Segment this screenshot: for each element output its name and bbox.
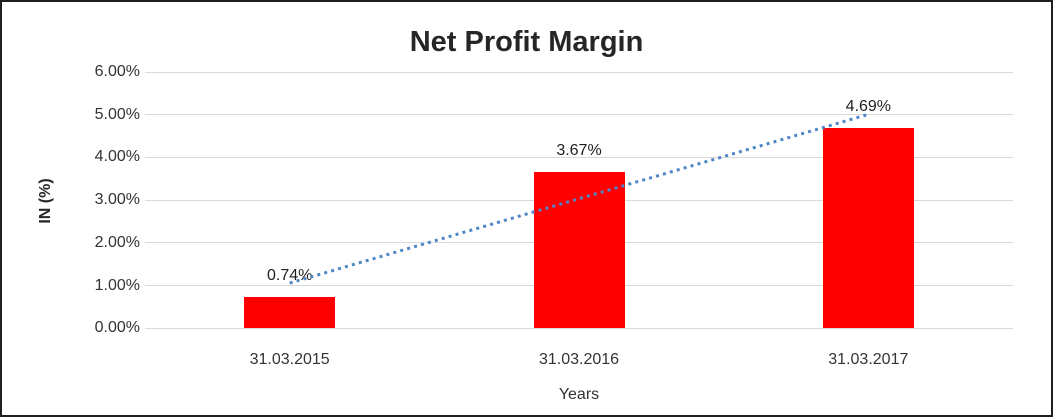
x-axis-title: Years — [558, 386, 600, 403]
gridline — [145, 71, 1013, 73]
x-tick-label: 31.03.2016 — [538, 351, 620, 368]
bar-data-label: 4.69% — [845, 97, 892, 115]
y-tick-label: 4.00% — [94, 148, 140, 166]
x-tick-label: 31.03.2017 — [828, 351, 909, 368]
y-tick-label: 5.00% — [94, 105, 140, 123]
bar — [244, 296, 336, 329]
bar — [822, 127, 914, 329]
y-tick-label: 6.00% — [94, 63, 140, 80]
x-tick-label: 31.03.2015 — [249, 351, 330, 368]
bar-data-label: 3.67% — [556, 141, 602, 159]
bar-data-label: 0.74% — [266, 266, 313, 284]
y-tick-label: 0.00% — [94, 319, 140, 337]
bar — [533, 171, 625, 329]
y-tick-label: 2.00% — [94, 233, 140, 251]
chart-title: Net Profit Margin — [409, 26, 644, 58]
y-tick-label: 3.00% — [94, 191, 140, 209]
y-tick-label: 1.00% — [94, 276, 140, 294]
